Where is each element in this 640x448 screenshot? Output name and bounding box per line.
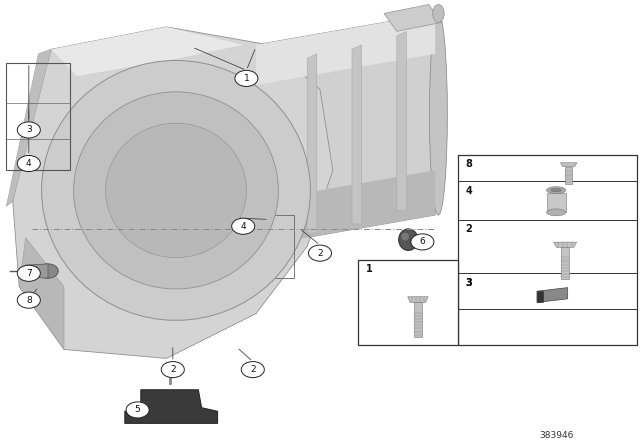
Circle shape [17,122,40,138]
Circle shape [17,265,40,281]
Polygon shape [19,237,64,349]
Polygon shape [307,54,317,233]
Circle shape [232,218,255,234]
Polygon shape [547,193,566,212]
Ellipse shape [74,92,278,289]
Circle shape [241,362,264,378]
Polygon shape [51,27,243,76]
FancyBboxPatch shape [358,260,458,345]
Polygon shape [64,246,256,349]
Text: 5: 5 [135,405,140,414]
Circle shape [161,362,184,378]
Polygon shape [384,4,442,31]
Polygon shape [6,49,51,206]
Circle shape [411,234,434,250]
Polygon shape [537,288,568,302]
Text: 3: 3 [465,278,472,288]
Polygon shape [256,13,435,85]
Polygon shape [13,27,333,358]
Polygon shape [125,390,218,423]
Circle shape [126,402,149,418]
Text: 1: 1 [366,264,373,274]
Polygon shape [256,170,435,246]
Ellipse shape [429,13,447,215]
Polygon shape [352,45,362,224]
Ellipse shape [547,209,566,216]
Polygon shape [537,291,543,302]
Text: 7: 7 [26,269,31,278]
Polygon shape [26,264,48,278]
Text: 4: 4 [26,159,31,168]
Polygon shape [397,31,406,211]
Ellipse shape [551,189,561,192]
Circle shape [235,70,258,86]
Text: 2: 2 [170,365,175,374]
Text: 1: 1 [244,74,249,83]
Ellipse shape [42,60,310,320]
Circle shape [17,292,40,308]
Ellipse shape [106,123,246,258]
Polygon shape [561,247,570,279]
Ellipse shape [399,229,418,250]
Polygon shape [408,297,428,302]
Polygon shape [554,242,577,247]
Text: 3: 3 [26,125,31,134]
Text: 4: 4 [241,222,246,231]
Text: 2: 2 [317,249,323,258]
Ellipse shape [401,233,409,241]
Text: 2: 2 [465,224,472,234]
Polygon shape [414,302,422,337]
Text: 3: 3 [465,278,472,288]
Polygon shape [561,163,577,167]
Text: 383946: 383946 [540,431,574,440]
Ellipse shape [547,187,566,194]
Circle shape [308,245,332,261]
FancyBboxPatch shape [458,155,637,345]
Text: 6: 6 [420,237,425,246]
Text: 8: 8 [465,159,472,169]
Circle shape [17,155,40,172]
Text: 4: 4 [465,186,472,196]
Text: 2: 2 [250,365,255,374]
Polygon shape [256,13,435,246]
Polygon shape [565,167,572,184]
Circle shape [38,264,58,278]
Ellipse shape [433,4,444,22]
Text: 8: 8 [26,296,31,305]
